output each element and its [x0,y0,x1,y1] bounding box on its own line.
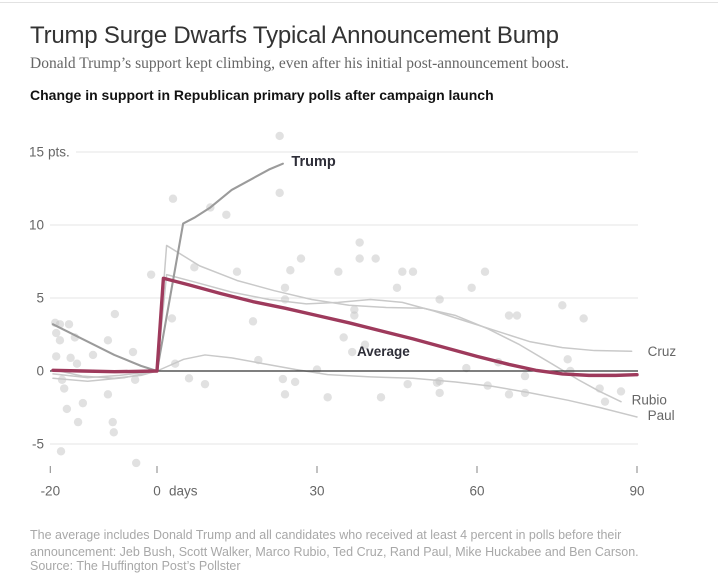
poll-dot [280,390,290,399]
poll-dot [73,417,83,427]
poll-dot [558,301,567,310]
x-axis-unit: days [169,484,198,499]
poll-dot [88,350,98,360]
poll-dot [355,254,364,263]
poll-dot [376,393,386,402]
series-label-average: Average [357,344,410,359]
x-tick-label: 30 [309,484,324,499]
series-label-rubio: Rubio [632,393,667,408]
poll-dot [66,353,75,363]
poll-dot [103,390,113,399]
poll-dot [168,194,178,203]
y-tick-label: 5 [36,291,44,306]
poll-dot [72,359,82,368]
poll-dot [296,254,306,263]
poll-dot [184,374,194,383]
poll-dot [563,355,572,364]
poll-dot [616,387,626,396]
y-axis-unit: pts. [48,145,70,160]
poll-dot [62,404,72,414]
poll-dot [480,267,490,276]
poll-dot [146,270,156,279]
x-tick-label: 60 [469,484,484,499]
poll-dot [355,238,364,247]
poll-dot [103,336,113,345]
poll-dot [435,388,444,398]
series-line-trump [51,162,284,373]
poll-dot [290,377,300,387]
poll-dot [323,393,332,402]
poll-dot [78,398,88,408]
poll-dot [109,428,119,437]
poll-dot [348,347,357,357]
series-line-cruz [52,273,633,379]
footnote-line1: The average includes Donald Trump and al… [30,528,622,542]
series-label-paul: Paul [648,408,675,423]
footnote-line2: announcement: Jeb Bush, Scott Walker, Ma… [30,545,639,559]
poll-dot [403,379,412,389]
x-tick-label: 90 [629,484,644,499]
poll-dot [360,340,370,349]
poll-dot [435,295,444,304]
poll-dot [334,267,343,276]
x-tick-label: -20 [41,484,61,499]
poll-dot [110,309,120,319]
poll-dot [64,320,74,329]
poll-dot [392,283,402,292]
poll-dot [600,397,610,406]
series-line-paul [52,354,638,418]
x-tick-label: 0 [153,484,161,499]
poll-dot [190,263,199,272]
poll-dot [200,379,210,389]
poll-dot [232,267,242,276]
poll-dot [462,363,471,373]
poll-dot [56,447,66,456]
y-tick-label: 15 [29,145,44,160]
poll-dot [59,384,69,393]
poll-dot [278,374,288,384]
poll-dot [130,375,140,384]
poll-dot [408,267,418,276]
poll-dot [286,266,295,275]
poll-dot [350,305,359,314]
poll-dot [275,188,284,198]
poll-dot [350,311,359,320]
page-title: Trump Surge Dwarfs Typical Announcement … [30,22,559,49]
poll-dot [108,417,117,427]
y-tick-label: -5 [32,437,44,452]
poll-dot [398,267,407,276]
y-tick-label: 10 [29,218,44,233]
poll-dot [248,317,258,326]
poll-dot [128,347,138,357]
poll-dot [504,311,514,320]
top-divider [0,2,718,3]
subtitle: Donald Trump’s support kept climbing, ev… [30,55,569,72]
poll-dot [512,311,522,320]
poll-dot [504,390,514,399]
series-line-average [51,276,639,378]
poll-dot [222,210,231,219]
y-tick-label: 0 [36,364,44,379]
chart-footnote: The average includes Donald Trump and al… [30,527,700,561]
chart-kicker: Change in support in Republican primary … [30,87,494,103]
poll-dot [132,458,141,468]
poll-dot [520,388,530,398]
poll-dot [339,333,348,342]
series-label-cruz: Cruz [648,344,677,359]
poll-dot [55,336,65,345]
poll-dot [275,131,284,141]
poll-dot [579,314,588,323]
poll-dot [167,314,177,323]
poll-dot [467,283,476,292]
poll-dot [371,254,380,263]
series-label-trump: Trump [291,154,335,170]
poll-dot [280,283,290,292]
poll-dot [52,328,61,338]
poll-dot [52,352,61,361]
source-line: Source: The Huffington Post’s Pollster [30,559,241,573]
poll-dot [520,371,530,381]
